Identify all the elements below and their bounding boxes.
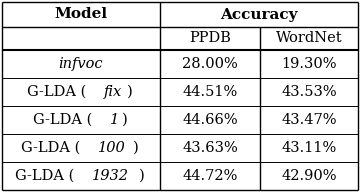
Text: WordNet: WordNet xyxy=(276,31,342,46)
Text: ): ) xyxy=(134,141,139,155)
Text: 43.11%: 43.11% xyxy=(282,141,337,155)
Text: 19.30%: 19.30% xyxy=(281,57,337,71)
Text: 28.00%: 28.00% xyxy=(182,57,238,71)
Text: Model: Model xyxy=(54,7,108,22)
Text: G-LDA (: G-LDA ( xyxy=(33,113,93,127)
Text: ): ) xyxy=(127,85,133,99)
Text: 1: 1 xyxy=(109,113,119,127)
Text: 1932: 1932 xyxy=(92,169,129,183)
Text: 43.63%: 43.63% xyxy=(182,141,238,155)
Text: Accuracy: Accuracy xyxy=(220,7,298,22)
Text: fix: fix xyxy=(104,85,122,99)
Text: G-LDA (: G-LDA ( xyxy=(27,85,86,99)
Text: 44.66%: 44.66% xyxy=(182,113,238,127)
Text: infvoc: infvoc xyxy=(59,57,103,71)
Text: G-LDA (: G-LDA ( xyxy=(15,169,75,183)
Text: ): ) xyxy=(139,169,145,183)
Text: 100: 100 xyxy=(98,141,125,155)
Text: G-LDA (: G-LDA ( xyxy=(21,141,80,155)
Text: 43.47%: 43.47% xyxy=(281,113,337,127)
Text: 44.51%: 44.51% xyxy=(183,85,238,99)
Text: 42.90%: 42.90% xyxy=(281,169,337,183)
Text: ): ) xyxy=(121,113,127,127)
Text: 43.53%: 43.53% xyxy=(281,85,337,99)
Text: PPDB: PPDB xyxy=(189,31,231,46)
Text: 44.72%: 44.72% xyxy=(182,169,238,183)
